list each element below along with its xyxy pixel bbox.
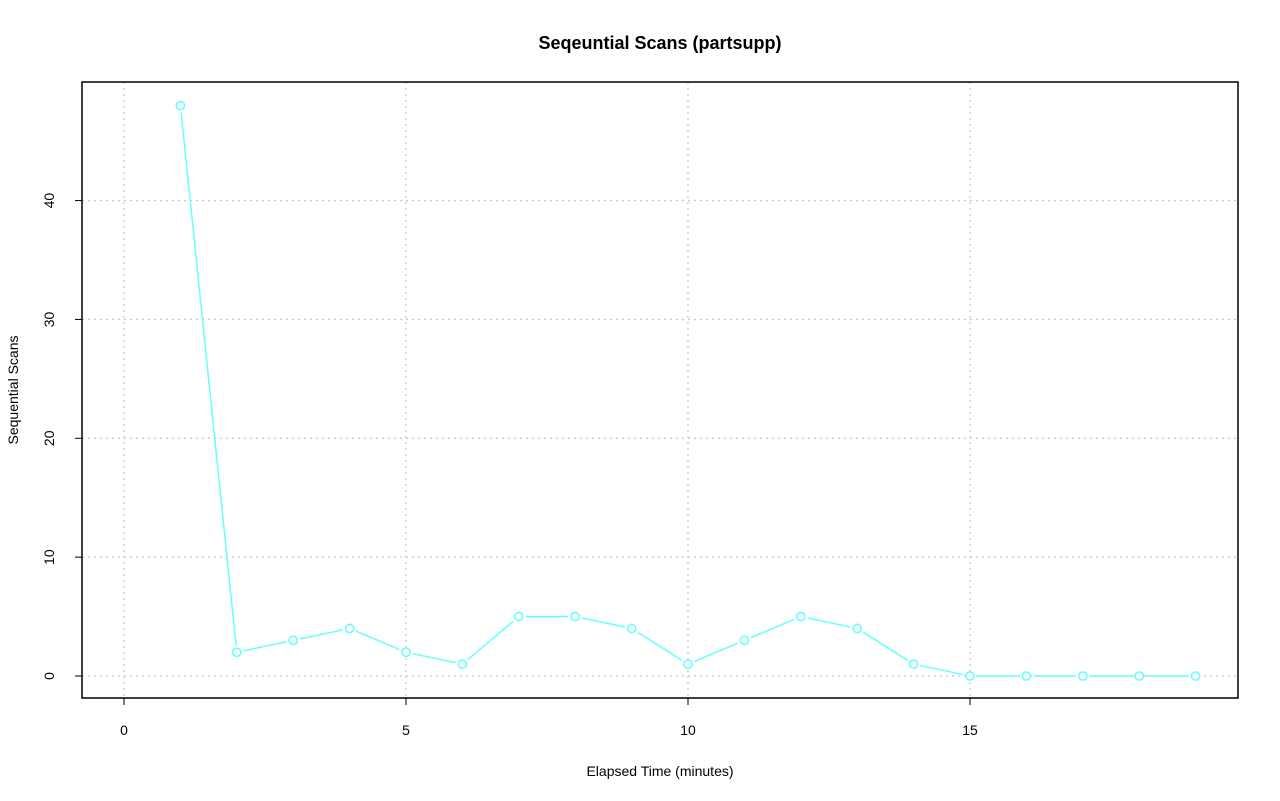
series-line-segment <box>862 631 909 662</box>
y-tick-label: 40 <box>41 193 57 209</box>
plot-frame <box>81 81 1239 699</box>
x-tick-label: 10 <box>680 722 696 738</box>
data-point <box>626 623 637 634</box>
data-point <box>852 623 863 634</box>
y-axis-ticks: 0 10 20 30 40 <box>41 193 82 680</box>
data-point <box>175 100 186 111</box>
data-point <box>908 659 919 670</box>
x-tick-label: 0 <box>120 722 128 738</box>
y-tick-label: 30 <box>41 311 57 327</box>
series-line-segment <box>180 112 237 646</box>
series-line-segment <box>750 618 795 639</box>
chart-title: Seqeuntial Scans (partsupp) <box>538 33 781 53</box>
data-point <box>344 623 355 634</box>
data-point <box>1190 671 1201 681</box>
data-point <box>683 659 693 670</box>
data-point <box>795 611 806 622</box>
series-line-segment <box>355 630 400 651</box>
x-tick-label: 15 <box>962 722 978 738</box>
series-layer <box>175 100 1201 681</box>
grid-lines <box>82 82 1238 698</box>
data-point <box>288 635 299 646</box>
series-line-segment <box>807 617 851 628</box>
x-axis-label: Elapsed Time (minutes) <box>586 763 733 779</box>
data-point <box>457 659 468 670</box>
series-line-segment <box>412 652 456 664</box>
data-point <box>231 647 242 658</box>
series-line-segment <box>243 641 287 652</box>
data-point <box>965 671 975 681</box>
data-point <box>1021 671 1032 681</box>
x-axis-ticks: 0 5 10 15 <box>120 698 978 738</box>
series-line-segment <box>637 631 683 662</box>
series-line-segment <box>920 664 964 676</box>
series-line-segment <box>467 620 514 661</box>
x-tick-label: 5 <box>402 722 410 738</box>
data-point <box>1134 671 1145 681</box>
data-point <box>401 647 411 658</box>
series-line-segment <box>581 617 625 628</box>
y-tick-label: 0 <box>41 672 57 680</box>
data-point <box>513 611 524 622</box>
data-point <box>570 611 581 622</box>
y-axis-label: Sequential Scans <box>5 336 21 445</box>
series-line-segment <box>694 642 739 663</box>
data-point <box>1077 671 1088 681</box>
y-tick-label: 10 <box>41 549 57 565</box>
y-tick-label: 20 <box>41 430 57 446</box>
series-line-segment <box>299 629 343 640</box>
data-point <box>739 635 750 646</box>
